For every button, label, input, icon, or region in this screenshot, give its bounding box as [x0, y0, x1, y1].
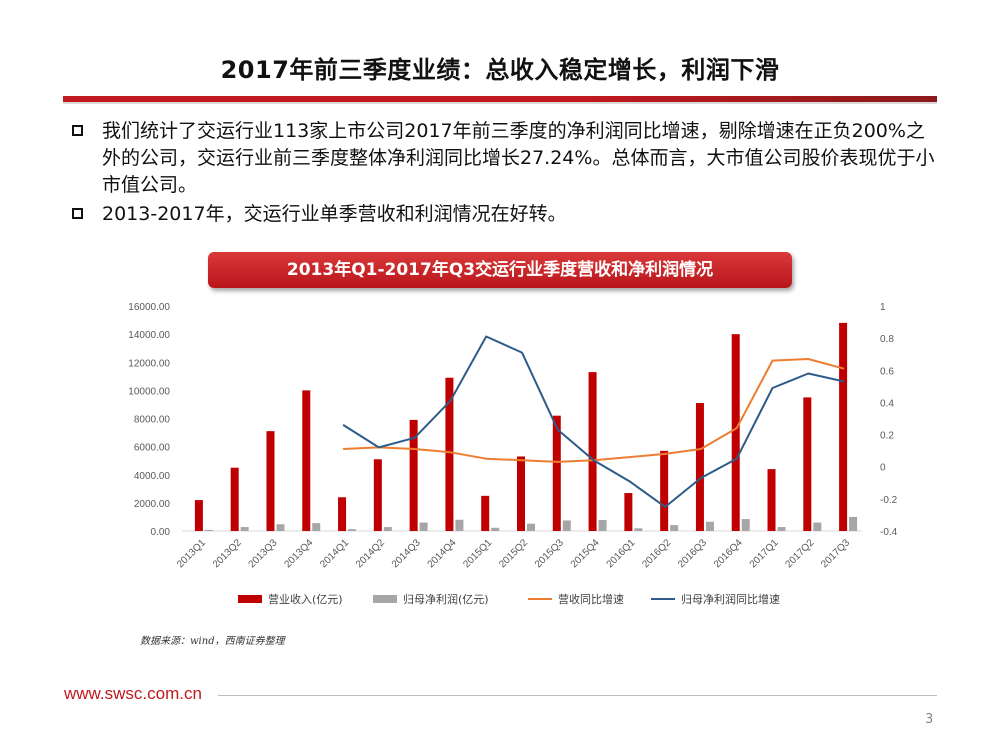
x-tick-label: 2017Q1 — [748, 537, 781, 570]
bullet-list: 我们统计了交运行业113家上市公司2017年前三季度的净利润同比增速，剔除增速在… — [70, 118, 940, 230]
revenue-bar — [803, 397, 812, 531]
y-left-tick-label: 6000.00 — [134, 443, 171, 454]
net-profit-bar — [455, 519, 464, 531]
y-right-tick-label: -0.4 — [880, 527, 898, 538]
y-left-tick-label: 0.00 — [151, 527, 171, 538]
y-right-tick-label: 0.2 — [880, 431, 894, 442]
y-left-tick-label: 10000.00 — [128, 386, 170, 397]
net-profit-bar — [849, 516, 858, 531]
net-profit-bar — [777, 527, 786, 531]
legend-label: 营收同比增速 — [558, 592, 624, 606]
net-profit-bar — [491, 527, 500, 531]
y-left-tick-label: 12000.00 — [128, 358, 170, 369]
square-bullet-icon — [72, 208, 83, 219]
revenue-bar — [588, 372, 597, 531]
y-left-tick-label: 16000.00 — [128, 302, 170, 313]
net-profit-bar — [312, 523, 321, 531]
slide-title: 2017年前三季度业绩：总收入稳定增长，利润下滑 — [220, 56, 780, 84]
revenue-bar — [660, 450, 669, 531]
revenue-bar — [767, 469, 776, 531]
revenue-bar — [409, 419, 418, 531]
square-bullet-icon — [72, 125, 83, 136]
footer-divider — [218, 695, 937, 696]
revenue-bar — [194, 500, 203, 531]
legend-label: 营业收入(亿元) — [268, 592, 343, 606]
legend-swatch — [238, 595, 262, 603]
profit-growth-line — [342, 335, 845, 508]
net-profit-bar — [634, 528, 643, 531]
y-left-tick-label: 8000.00 — [134, 415, 171, 426]
x-tick-label: 2016Q2 — [640, 537, 673, 570]
x-tick-label: 2015Q4 — [569, 537, 602, 570]
legend-label: 归母净利润(亿元) — [403, 592, 489, 606]
revenue-bar — [373, 459, 382, 531]
revenue-bar — [552, 415, 561, 531]
net-profit-bar — [240, 527, 249, 531]
net-profit-bar — [813, 522, 822, 531]
x-tick-label: 2017Q2 — [783, 537, 816, 570]
x-tick-label: 2013Q1 — [175, 537, 208, 570]
revenue-bar — [695, 403, 704, 531]
net-profit-bar — [383, 527, 392, 531]
net-profit-bar — [348, 529, 357, 531]
net-profit-bar — [276, 524, 285, 531]
revenue-bar — [338, 497, 347, 531]
x-tick-label: 2015Q2 — [497, 537, 530, 570]
y-right-tick-label: 0 — [880, 463, 886, 474]
revenue-bar — [481, 495, 490, 531]
revenue-bar — [445, 377, 454, 531]
net-profit-bar — [705, 521, 714, 531]
revenue-bar — [517, 456, 525, 531]
y-left-tick-label: 4000.00 — [134, 471, 171, 482]
net-profit-bar — [419, 522, 428, 531]
revenue-bar — [230, 467, 239, 531]
chart-title: 2013年Q1-2017年Q3交运行业季度营收和净利润情况 — [208, 252, 792, 288]
x-tick-label: 2013Q4 — [282, 537, 315, 570]
y-right-tick-label: -0.2 — [880, 495, 898, 506]
x-tick-label: 2017Q3 — [819, 537, 852, 570]
bullet-text: 我们统计了交运行业113家上市公司2017年前三季度的净利润同比增速，剔除增速在… — [102, 120, 935, 196]
revenue-bar — [302, 390, 311, 531]
x-tick-label: 2014Q2 — [354, 537, 387, 570]
x-tick-label: 2016Q4 — [712, 537, 745, 570]
x-tick-label: 2014Q4 — [426, 537, 459, 570]
x-tick-label: 2016Q1 — [605, 537, 638, 570]
bullet-item: 2013-2017年，交运行业单季营收和利润情况在好转。 — [70, 201, 940, 228]
net-profit-bar — [562, 520, 571, 531]
x-tick-label: 2013Q3 — [247, 537, 280, 570]
net-profit-bar — [741, 519, 750, 531]
x-tick-label: 2014Q1 — [318, 537, 351, 570]
x-tick-label: 2016Q3 — [676, 537, 709, 570]
title-underline-shadow — [63, 102, 937, 104]
legend-label: 归母净利润同比增速 — [681, 592, 780, 606]
x-tick-label: 2013Q2 — [211, 537, 244, 570]
revenue-bar — [839, 322, 848, 531]
bullet-text: 2013-2017年，交运行业单季营收和利润情况在好转。 — [102, 203, 567, 225]
y-left-tick-label: 2000.00 — [134, 499, 171, 510]
y-right-tick-label: 0.8 — [880, 334, 894, 345]
legend-swatch — [373, 595, 397, 603]
net-profit-bar — [598, 520, 607, 531]
revenue-bar — [731, 334, 740, 531]
x-tick-label: 2014Q3 — [390, 537, 423, 570]
net-profit-bar — [204, 529, 213, 531]
bullet-item: 我们统计了交运行业113家上市公司2017年前三季度的净利润同比增速，剔除增速在… — [70, 118, 940, 199]
data-source-note: 数据来源：wind，西南证券整理 — [140, 636, 285, 647]
title-underline — [63, 96, 937, 102]
y-right-tick-label: 1 — [880, 302, 886, 313]
page-number: 3 — [925, 712, 934, 727]
net-profit-bar — [527, 523, 535, 531]
x-tick-label: 2015Q1 — [461, 537, 494, 570]
y-right-tick-label: 0.4 — [880, 398, 894, 409]
y-right-tick-label: 0.6 — [880, 366, 894, 377]
revenue-bar — [266, 431, 275, 531]
footer-url-link[interactable]: www.swsc.com.cn — [64, 684, 202, 703]
net-profit-bar — [670, 525, 679, 531]
y-left-tick-label: 14000.00 — [128, 330, 170, 341]
revenue-bar — [624, 493, 633, 531]
x-tick-label: 2015Q3 — [533, 537, 566, 570]
